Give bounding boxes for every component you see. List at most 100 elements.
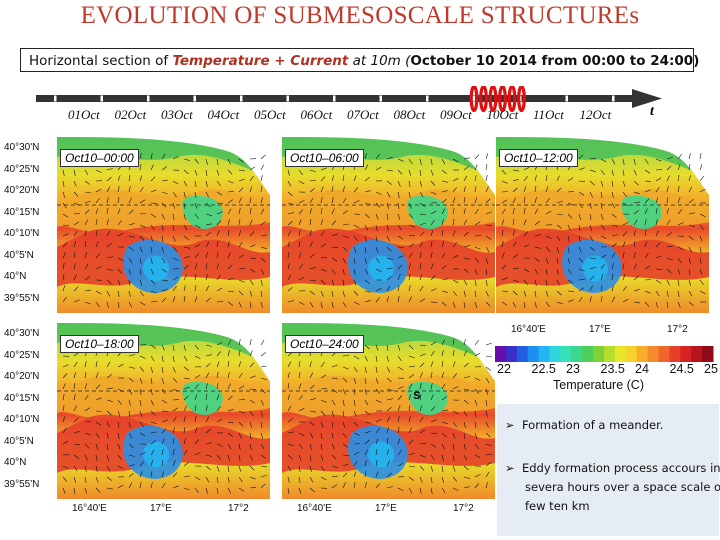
latitude-label: 39°55'N: [4, 478, 40, 490]
colorbar-swatch: [495, 346, 507, 362]
map-panel: Oct10–18:00: [57, 323, 270, 499]
meander: [182, 381, 223, 415]
latitude-label: 40°25'N: [4, 349, 40, 361]
timeline-tick: [333, 95, 336, 102]
selected-day-marker: [488, 86, 498, 113]
timeline-date-label: 11Oct: [533, 107, 564, 122]
subtitle-highlight: Temperature + Current: [172, 53, 349, 69]
meander: [621, 195, 662, 229]
colorbar-tick-label: 24: [635, 362, 649, 376]
colorbar-swatch: [625, 346, 638, 362]
selected-day-marker: [517, 86, 526, 113]
timeline-date-label: 10Oct: [486, 107, 519, 122]
eddy-core: [582, 255, 608, 282]
colorbar-swatch: [527, 346, 540, 362]
timeline-arrow: [36, 86, 662, 113]
page-title: EVOLUTION OF SUBMESOSCALE STRUCTUREs: [80, 2, 640, 29]
latitude-label: 40°20'N: [4, 371, 40, 382]
latitude-label: 40°10'N: [4, 414, 40, 425]
map-panel: Oct10–24:00: [282, 323, 495, 499]
timeline-date-label: 06Oct: [300, 107, 333, 122]
colorbar-swatch: [582, 346, 594, 362]
panel-timestamp-label: Oct10–06:00: [285, 149, 364, 167]
colorbar-swatch: [636, 346, 649, 362]
timeline-tick: [472, 95, 475, 102]
timeline-date-label: 05Oct: [254, 107, 286, 122]
timeline-date-label: 08Oct: [393, 107, 426, 122]
subtitle-suffix: ): [693, 53, 700, 69]
timeline-tick: [54, 95, 57, 102]
map-panel: Oct10–12:00: [496, 137, 709, 313]
panel-timestamp-label: Oct10–18:00: [60, 335, 139, 353]
panel-timestamp-label: Oct10–12:00: [499, 149, 578, 167]
colorbar-swatch: [669, 346, 681, 362]
map-panel: Oct10–00:00: [57, 137, 270, 313]
eddy-core: [368, 255, 394, 282]
colorbar-swatch: [538, 346, 550, 362]
latitude-label: 40°30'N: [4, 328, 40, 339]
coastline-land: [282, 323, 495, 381]
colorbar-swatch: [516, 346, 529, 362]
eddy-core: [143, 255, 169, 282]
timeline-tick: [193, 95, 196, 102]
timeline-date-label: 03Oct: [161, 107, 193, 122]
panel-timestamp-label: Oct10–24:00: [285, 335, 364, 353]
colorbar-swatch: [549, 346, 561, 362]
coastline-land: [57, 323, 270, 381]
coastline-land: [282, 137, 495, 195]
timeline-tick: [612, 95, 615, 102]
longitude-label: 17°2: [453, 503, 474, 514]
panel-timestamp-label: Oct10–00:00: [60, 149, 139, 167]
map-panel: Oct10–06:00: [282, 137, 495, 313]
timeline-tick: [426, 95, 429, 102]
timeline-tick: [379, 95, 382, 102]
coastline-land: [57, 137, 270, 195]
colorbar-swatch: [593, 346, 605, 362]
colorbar-swatch: [647, 346, 659, 362]
notes-box: ➢ Formation of a meander. ➢ Eddy formati…: [497, 404, 720, 536]
colorbar-tick-label: 22.5: [531, 362, 556, 376]
colorbar-swatch: [604, 346, 616, 362]
selected-day-marker: [498, 86, 507, 113]
temperature-current-map: [57, 323, 270, 499]
coastline-land: [496, 137, 709, 195]
note-item-eddy: ➢ Eddy formation process accours in seve…: [505, 459, 720, 516]
latitude-label: 39°55'N: [4, 292, 40, 304]
selected-day-marker: [469, 86, 479, 113]
timeline-date-label: 04Oct: [207, 107, 240, 122]
longitude-label: 17°2: [667, 324, 688, 335]
longitude-label: 16°40'E: [511, 324, 546, 335]
colorbar-swatch: [680, 346, 692, 362]
latitude-label: 40°N: [4, 271, 27, 282]
latitude-label: 40°5'N: [4, 435, 34, 447]
note-text: Formation of a meander.: [521, 418, 664, 432]
timeline-tick: [240, 95, 243, 102]
latitude-label: 40°20'N: [4, 185, 40, 196]
longitude-label: 16°40'E: [72, 503, 107, 514]
meander: [182, 195, 223, 229]
timeline-tick: [100, 95, 103, 102]
timeline-tick: [147, 95, 150, 102]
colorbar-swatch: [560, 346, 572, 362]
selected-day-marker: [507, 86, 517, 113]
time-axis-label: t: [650, 104, 654, 119]
timeline-date-label: 12Oct: [579, 107, 612, 122]
note-item-meander: ➢ Formation of a meander.: [505, 416, 663, 435]
latitude-label: 40°30'N: [4, 142, 40, 153]
meander: [407, 195, 448, 229]
colorbar-tick-label: 23: [566, 362, 580, 376]
meander: [407, 381, 448, 415]
latitude-label: 40°15'N: [4, 392, 40, 404]
bullet-arrow-icon: ➢: [505, 418, 515, 432]
selected-day-marker: [479, 86, 488, 113]
colorbar-swatch: [658, 346, 670, 362]
latitude-label: 40°25'N: [4, 163, 40, 175]
colorbar-title: Temperature (C): [553, 378, 644, 392]
subtitle-middle: at 10m (: [348, 53, 411, 69]
longitude-label: 16°40'E: [297, 503, 332, 514]
colorbar-tick-label: 25: [704, 362, 718, 376]
colorbar-tick-label: 23.5: [600, 362, 625, 376]
colorbar-tick-label: 24.5: [669, 362, 694, 376]
colorbar-swatch: [571, 346, 583, 362]
latitude-label: 40°10'N: [4, 228, 40, 239]
